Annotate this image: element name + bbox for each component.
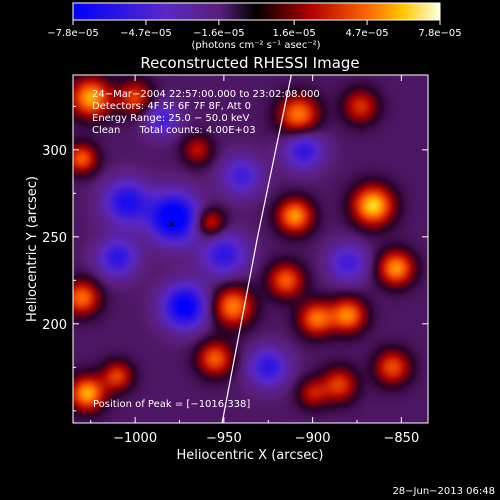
axis-ticks: −1000 −950 −900 −850 200 250 300 [42, 75, 428, 446]
colorbar-tick-label: 1.6e−05 [273, 28, 316, 39]
x-tick-label: −950 [206, 431, 242, 446]
x-axis-label: Heliocentric X (arcsec) [177, 448, 324, 463]
heatmap-image [73, 75, 428, 423]
chart-title: Reconstructed RHESSI Image [140, 54, 359, 72]
solar-limb-line [221, 75, 292, 423]
plot-frame [72, 74, 429, 424]
colorbar-tick-label: 7.8e−05 [418, 28, 461, 39]
y-axis-label: Heliocentric Y (arcsec) [25, 176, 40, 322]
colorbar-tick-label: −7.8e−05 [47, 28, 99, 39]
annotation-clean: Clean Total counts: 4.00E+03 [92, 125, 256, 136]
colorbar-ticks: −7.8e−05 −4.7e−05 −1.6e−05 1.6e−05 4.7e−05 7.… [47, 20, 462, 39]
annotation-peak: Position of Peak = [−1016,338] [93, 399, 250, 410]
y-tick-label: 250 [42, 231, 67, 246]
colorbar-units: (photons cm⁻² s⁻¹ asec⁻²) [191, 40, 320, 51]
colorbar-tick-label: 4.7e−05 [345, 28, 388, 39]
annotation-detectors: Detectors: 4F 5F 6F 7F 8F, Att 0 [92, 101, 251, 112]
footer-timestamp: 28−Jun−2013 06:48 [392, 486, 495, 497]
peak-marker [170, 222, 174, 226]
colorbar [72, 2, 441, 21]
colorbar-tick-label: −1.6e−05 [193, 28, 245, 39]
annotation-energy: Energy Range: 25.0 − 50.0 keV [92, 113, 249, 124]
y-tick-label: 300 [42, 144, 67, 159]
x-tick-label: −900 [295, 431, 331, 446]
colorbar-tick-label: −4.7e−05 [120, 28, 172, 39]
y-tick-label: 200 [42, 318, 67, 333]
x-tick-label: −1000 [113, 431, 157, 446]
annotation-time: 24−Mar−2004 22:57:00.000 to 23:02:08.000 [92, 89, 320, 100]
x-tick-label: −850 [384, 431, 420, 446]
